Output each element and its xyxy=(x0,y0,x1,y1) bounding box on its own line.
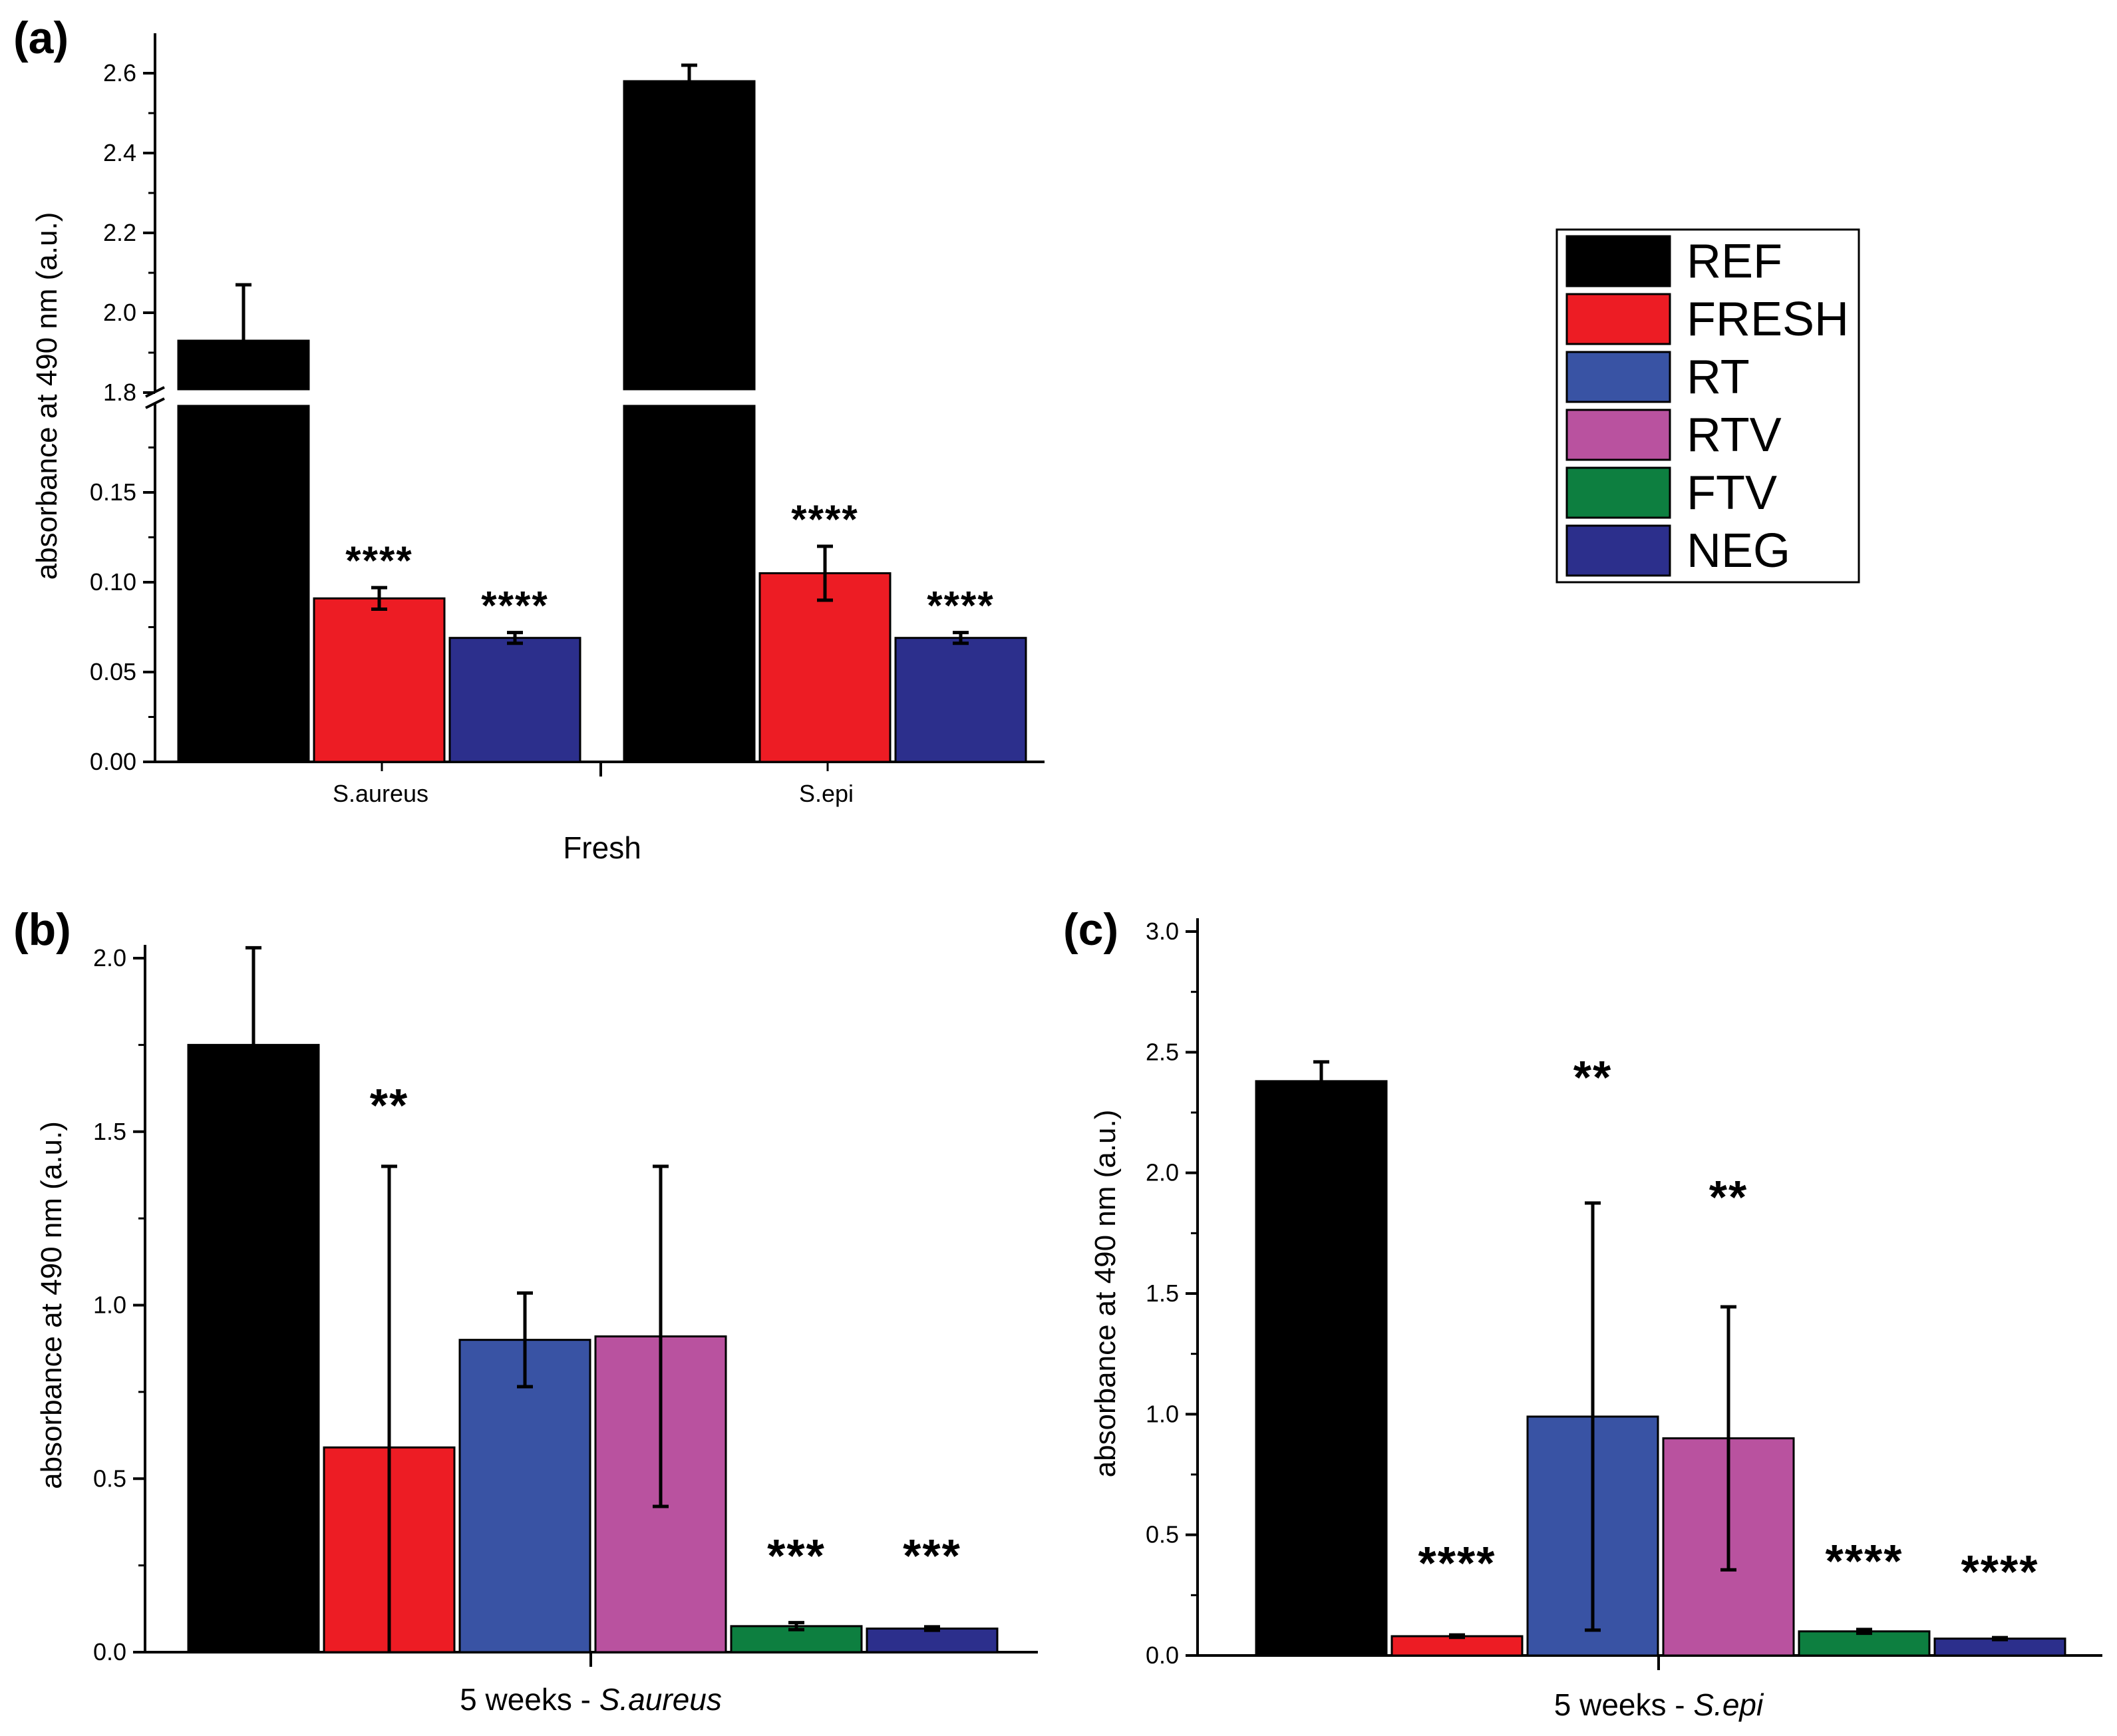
bar-NEG xyxy=(866,1628,999,1653)
axis-break-mark xyxy=(145,397,165,409)
y-tick-label: 3.0 xyxy=(1146,918,1179,945)
significance-label: ** xyxy=(1709,1171,1748,1223)
x-axis-title-species: S.epi xyxy=(1693,1687,1764,1722)
bar-NEG xyxy=(448,637,581,763)
legend-label-neg: NEG xyxy=(1687,524,1790,578)
y-axis-title: absorbance at 490 nm (a.u.) xyxy=(31,212,63,580)
y-tick-label: 0.5 xyxy=(1146,1521,1179,1548)
panel-label-c: (c) xyxy=(1063,904,1118,955)
legend-swatch-rtv xyxy=(1565,409,1671,461)
y-tick-label: 2.0 xyxy=(1146,1159,1179,1186)
x-axis-title: 5 weeks - S.aureus xyxy=(460,1682,722,1717)
panel-label-a: (a) xyxy=(13,13,69,63)
bar-REF xyxy=(623,80,756,391)
y-tick-label: 0.5 xyxy=(93,1465,126,1492)
y-tick-label: 1.0 xyxy=(93,1292,126,1319)
significance-label: **** xyxy=(1418,1537,1496,1589)
legend-label-fresh: FRESH xyxy=(1687,293,1849,346)
bar-FTV xyxy=(1798,1630,1931,1657)
x-axis-title-prefix: 5 weeks - xyxy=(1554,1687,1694,1722)
y-tick-label: 2.5 xyxy=(1146,1038,1179,1065)
y-tick-label: 2.0 xyxy=(93,944,126,971)
x-category-label: S.epi xyxy=(799,780,854,807)
significance-label: **** xyxy=(927,584,994,628)
significance-label: ** xyxy=(370,1079,408,1131)
bar-RT xyxy=(458,1339,591,1653)
significance-label: **** xyxy=(481,584,548,628)
y-axis-title: absorbance at 490 nm (a.u.) xyxy=(35,1121,68,1489)
legend-label-ftv: FTV xyxy=(1687,466,1777,520)
y-tick-label: 0.15 xyxy=(90,478,136,506)
significance-label: **** xyxy=(791,497,858,542)
significance-label: ** xyxy=(1573,1051,1612,1103)
y-tick-label: 1.0 xyxy=(1146,1400,1179,1427)
panel-b-chart: 0.0 0.5 1.0 1.5 2.0 absorbance at 490 nm (a.u… xyxy=(35,944,1038,1717)
bar-REF xyxy=(1255,1080,1388,1657)
panel-c-chart: 0.0 0.5 1.0 1.5 2.0 2.5 3.0 absorbance at 490 n… xyxy=(1089,918,2102,1722)
x-category-label: S.aureus xyxy=(333,780,428,807)
x-axis-title-species: S.aureus xyxy=(599,1682,722,1717)
bar-REF xyxy=(177,339,310,391)
x-axis-title-prefix: 5 weeks - xyxy=(460,1682,599,1717)
y-tick-label: 1.5 xyxy=(1146,1280,1179,1307)
y-tick-label: 0.10 xyxy=(90,568,136,596)
panel-a-chart: 0.00 0.05 0.10 0.15 1.8 2.0 2.2 2.4 2.6 absorbanc… xyxy=(31,33,1045,865)
y-tick-label: 1.8 xyxy=(103,379,136,406)
bar-FRESH xyxy=(313,597,446,763)
significance-label: *** xyxy=(767,1530,826,1582)
bar-FRESH xyxy=(758,572,892,763)
significance-label: **** xyxy=(1961,1546,2039,1598)
y-tick-label: 2.4 xyxy=(103,139,136,166)
legend-label-ref: REF xyxy=(1687,235,1782,288)
legend-swatch-ref xyxy=(1565,235,1671,287)
y-tick-label: 0.0 xyxy=(1146,1642,1179,1669)
significance-label: **** xyxy=(345,538,412,583)
y-tick-label: 0.05 xyxy=(90,658,136,685)
legend-label-rt: RT xyxy=(1687,351,1750,404)
legend-box xyxy=(1555,228,1860,584)
significance-label: **** xyxy=(1826,1535,1903,1587)
y-tick-label: 0.0 xyxy=(93,1638,126,1665)
x-axis-title: 5 weeks - S.epi xyxy=(1554,1687,1764,1722)
legend-swatch-ftv xyxy=(1565,466,1671,519)
y-tick-label: 2.6 xyxy=(103,59,136,87)
y-tick-label: 2.0 xyxy=(103,299,136,326)
bar-REF-lower xyxy=(623,405,756,763)
y-axis-title: absorbance at 490 nm (a.u.) xyxy=(1089,1110,1122,1478)
bar-FRESH xyxy=(1390,1635,1524,1657)
y-tick-label: 0.00 xyxy=(90,748,136,775)
legend-swatch-fresh xyxy=(1565,293,1671,345)
significance-label: *** xyxy=(903,1530,961,1582)
legend-label-rtv: RTV xyxy=(1687,409,1782,462)
x-axis-title: Fresh xyxy=(563,830,641,865)
panel-label-b: (b) xyxy=(13,904,71,955)
bar-REF-lower xyxy=(177,405,310,763)
bar-NEG xyxy=(894,637,1027,763)
y-tick-label: 1.5 xyxy=(93,1118,126,1145)
legend-swatch-neg xyxy=(1565,524,1671,577)
y-tick-label: 2.2 xyxy=(103,219,136,246)
legend-swatch-rt xyxy=(1565,351,1671,403)
